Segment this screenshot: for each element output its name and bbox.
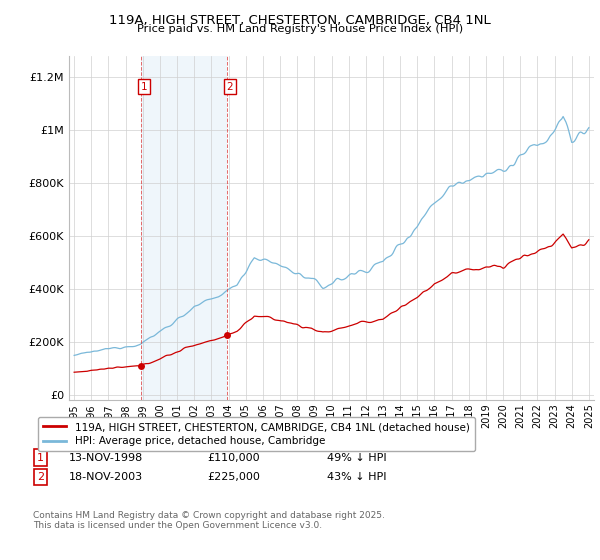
Text: £110,000: £110,000 bbox=[207, 452, 260, 463]
Text: 18-NOV-2003: 18-NOV-2003 bbox=[69, 472, 143, 482]
Text: Price paid vs. HM Land Registry's House Price Index (HPI): Price paid vs. HM Land Registry's House … bbox=[137, 24, 463, 34]
Text: 43% ↓ HPI: 43% ↓ HPI bbox=[327, 472, 386, 482]
Text: £225,000: £225,000 bbox=[207, 472, 260, 482]
Legend: 119A, HIGH STREET, CHESTERTON, CAMBRIDGE, CB4 1NL (detached house), HPI: Average: 119A, HIGH STREET, CHESTERTON, CAMBRIDGE… bbox=[38, 417, 475, 451]
Text: 1: 1 bbox=[140, 82, 147, 91]
Text: 119A, HIGH STREET, CHESTERTON, CAMBRIDGE, CB4 1NL: 119A, HIGH STREET, CHESTERTON, CAMBRIDGE… bbox=[109, 14, 491, 27]
Text: 49% ↓ HPI: 49% ↓ HPI bbox=[327, 452, 386, 463]
Bar bbox=[140, 56, 227, 400]
Text: Contains HM Land Registry data © Crown copyright and database right 2025.
This d: Contains HM Land Registry data © Crown c… bbox=[33, 511, 385, 530]
Text: 13-NOV-1998: 13-NOV-1998 bbox=[69, 452, 143, 463]
Text: 2: 2 bbox=[227, 82, 233, 91]
Text: 2: 2 bbox=[37, 472, 44, 482]
Text: 1: 1 bbox=[37, 452, 44, 463]
